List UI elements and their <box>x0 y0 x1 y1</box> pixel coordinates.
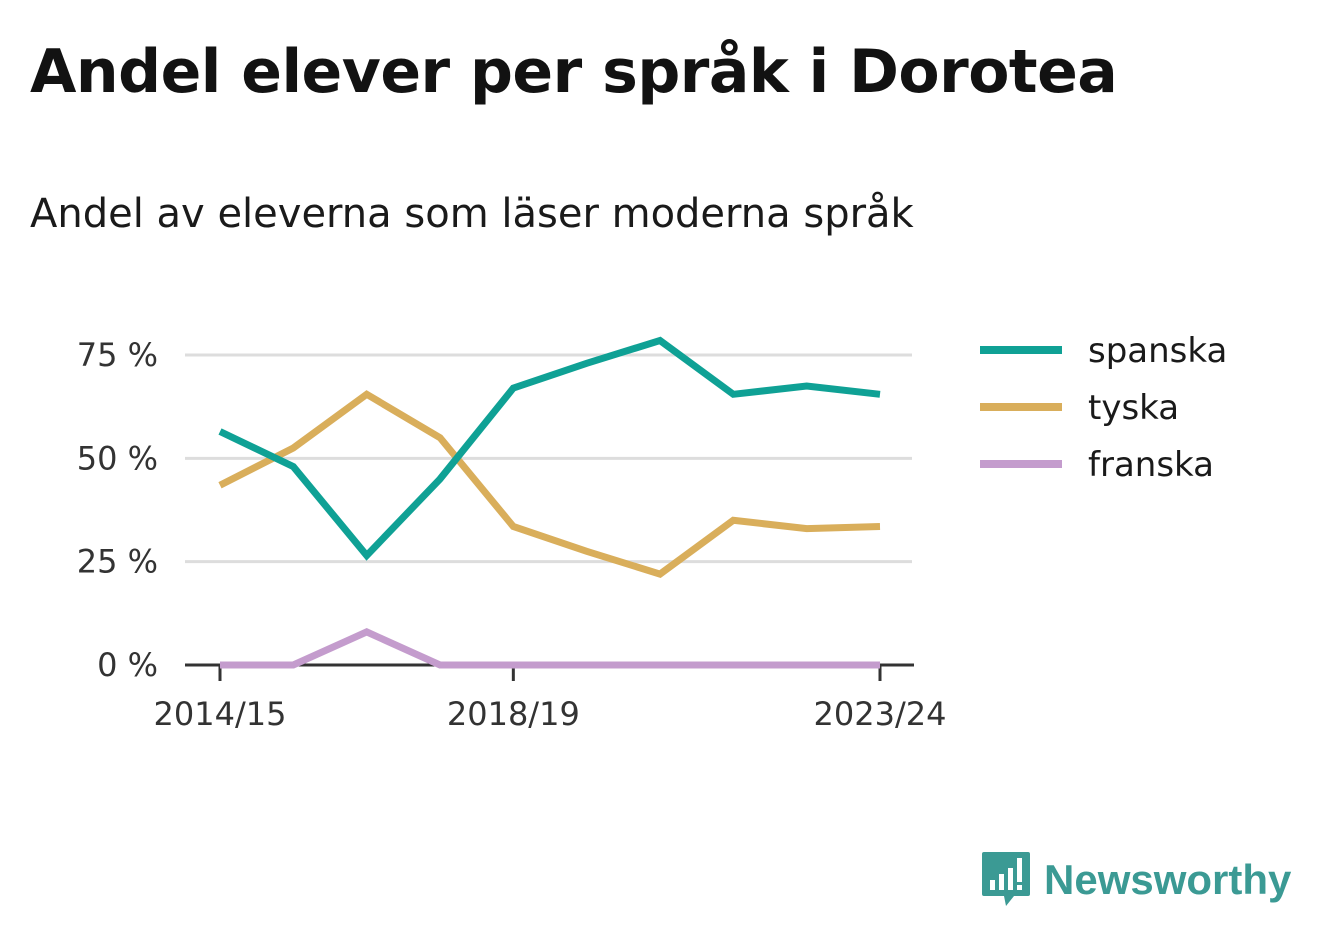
series-line-franska <box>220 628 880 669</box>
newsworthy-logo-icon <box>982 852 1030 906</box>
y-axis-labels: 0 % 25 % 50 % 75 % <box>77 336 158 684</box>
series-line-tyska <box>218 390 881 578</box>
legend-label-franska: franska <box>1088 445 1214 485</box>
chart-title: Andel elever per språk i Dorotea <box>30 37 1118 107</box>
legend: spanska tyska franska <box>980 331 1227 485</box>
x-tick-label: 2018/19 <box>447 695 580 733</box>
y-tick-label: 0 % <box>97 646 158 684</box>
brand-logo: Newsworthy <box>980 850 1291 910</box>
y-tick-label: 50 % <box>77 439 158 477</box>
legend-label-tyska: tyska <box>1088 388 1179 428</box>
x-axis-labels: 2014/15 2018/19 2023/24 <box>154 695 947 733</box>
series-line-spanska <box>218 336 881 561</box>
x-tick-label: 2023/24 <box>814 695 947 733</box>
grid-lines <box>185 353 912 564</box>
legend-label-spanska: spanska <box>1088 331 1227 371</box>
chart-subtitle: Andel av eleverna som läser moderna språ… <box>30 191 914 237</box>
y-tick-label: 75 % <box>77 336 158 374</box>
series-lines <box>218 336 881 669</box>
y-tick-label: 25 % <box>77 543 158 581</box>
brand-name: Newsworthy <box>1044 856 1292 903</box>
x-tick-label: 2014/15 <box>154 695 287 733</box>
